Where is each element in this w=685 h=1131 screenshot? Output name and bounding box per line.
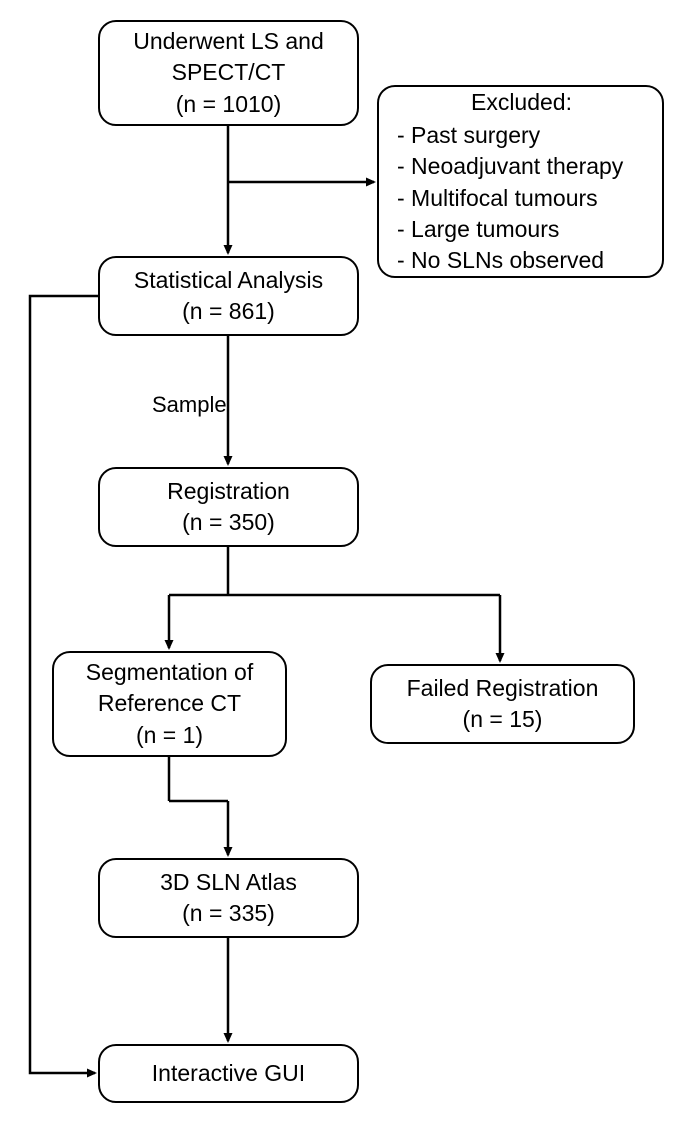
edge-label-sample: Sample: [148, 392, 231, 418]
node-excluded: Excluded: - Past surgery - Neoadjuvant t…: [377, 85, 664, 278]
node-text: (n = 1): [136, 720, 203, 751]
excluded-title: Excluded:: [471, 87, 572, 118]
node-segmentation: Segmentation of Reference CT (n = 1): [52, 651, 287, 757]
node-atlas: 3D SLN Atlas (n = 335): [98, 858, 359, 938]
node-underwent: Underwent LS and SPECT/CT (n = 1010): [98, 20, 359, 126]
node-text: Registration: [167, 476, 290, 507]
node-registration: Registration (n = 350): [98, 467, 359, 547]
excluded-item: - Large tumours: [397, 214, 559, 245]
node-text: (n = 335): [182, 898, 275, 929]
node-text: (n = 350): [182, 507, 275, 538]
node-statistical: Statistical Analysis (n = 861): [98, 256, 359, 336]
excluded-item: - Multifocal tumours: [397, 183, 598, 214]
excluded-item: - Neoadjuvant therapy: [397, 151, 623, 182]
node-text: Failed Registration: [407, 673, 599, 704]
node-text: Statistical Analysis: [134, 265, 323, 296]
node-text: Reference CT: [98, 688, 241, 719]
node-text: (n = 15): [463, 704, 543, 735]
node-text: 3D SLN Atlas: [160, 867, 297, 898]
node-failed: Failed Registration (n = 15): [370, 664, 635, 744]
node-gui: Interactive GUI: [98, 1044, 359, 1103]
node-text: Underwent LS and: [133, 26, 324, 57]
node-text: (n = 1010): [176, 89, 282, 120]
node-text: Interactive GUI: [152, 1058, 305, 1089]
node-text: SPECT/CT: [172, 57, 286, 88]
excluded-item: - Past surgery: [397, 120, 540, 151]
node-text: (n = 861): [182, 296, 275, 327]
node-text: Segmentation of: [86, 657, 254, 688]
excluded-item: - No SLNs observed: [397, 245, 604, 276]
